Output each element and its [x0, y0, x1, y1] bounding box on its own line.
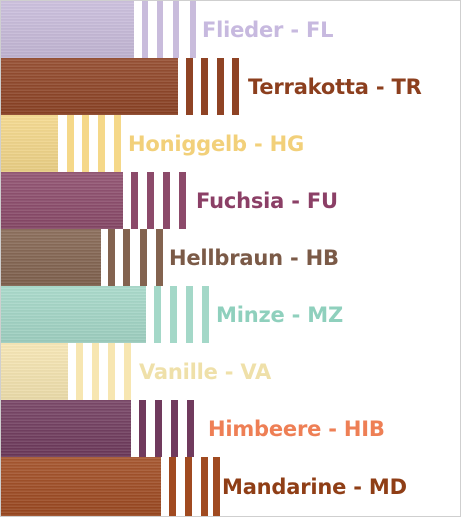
swatch-row-fuchsia: Fuchsia - FU: [1, 172, 460, 229]
swatch-label: Fuchsia - FU: [196, 188, 338, 213]
swatch-stripe: [108, 343, 115, 400]
swatch-stripe: [186, 286, 193, 343]
swatch-label: Hellbraun - HB: [169, 245, 339, 270]
swatch-label: Minze - MZ: [216, 302, 343, 327]
swatch-label: Himbeere - HIB: [208, 416, 385, 441]
swatch-label: Vanille - VA: [139, 359, 272, 384]
swatch-row-terrakotta: Terrakotta - TR: [1, 58, 460, 115]
swatch-row-vanille: Vanille - VA: [1, 343, 460, 400]
swatch-block: [1, 229, 101, 286]
swatch-stripe: [157, 1, 163, 58]
swatch-stripe: [170, 286, 177, 343]
swatch-stripe: [98, 115, 105, 172]
swatch-stripe: [213, 457, 220, 516]
swatch-stripe: [185, 457, 192, 516]
swatch-block: [1, 286, 146, 343]
swatch-label: Terrakotta - TR: [248, 74, 422, 99]
swatch-block: [1, 1, 134, 58]
swatch-stripe: [124, 343, 131, 400]
swatch-stripe: [123, 229, 130, 286]
swatch-block: [1, 115, 58, 172]
swatch-stripe: [67, 115, 74, 172]
swatch-stripe: [139, 400, 146, 457]
swatch-stripe: [201, 58, 208, 115]
swatch-stripe: [147, 172, 154, 229]
swatch-stripe: [92, 343, 99, 400]
swatch-stripe: [179, 172, 186, 229]
swatch-label: Honiggelb - HG: [128, 131, 305, 156]
swatch-row-minze: Minze - MZ: [1, 286, 460, 343]
swatch-block: [1, 343, 68, 400]
swatch-stripe: [131, 172, 138, 229]
swatch-row-honiggelb: Honiggelb - HG: [1, 115, 460, 172]
swatch-stripe: [140, 229, 147, 286]
swatch-block: [1, 400, 131, 457]
swatch-row-mandarine: Mandarine - MD: [1, 457, 460, 516]
swatch-block: [1, 58, 178, 115]
swatch-stripe: [217, 58, 224, 115]
swatch-stripe: [154, 286, 161, 343]
swatch-stripe: [76, 343, 83, 400]
swatch-stripe: [82, 115, 89, 172]
swatch-stripe: [186, 58, 193, 115]
swatch-stripe: [171, 400, 178, 457]
swatch-stripe: [155, 400, 162, 457]
swatch-label: Flieder - FL: [202, 17, 334, 42]
swatch-stripe: [108, 229, 115, 286]
swatch-row-himbeere: Himbeere - HIB: [1, 400, 460, 457]
swatch-stripe: [169, 457, 176, 516]
swatch-block: [1, 172, 123, 229]
swatch-stripe: [202, 286, 209, 343]
swatch-stripe: [190, 1, 196, 58]
swatch-stripe: [232, 58, 239, 115]
swatch-stripe: [173, 1, 179, 58]
swatch-stripe: [114, 115, 121, 172]
swatch-stripe: [201, 457, 208, 516]
swatch-row-flieder: Flieder - FL: [1, 1, 460, 58]
swatch-stripe: [163, 172, 170, 229]
swatch-label: Mandarine - MD: [222, 474, 407, 499]
swatch-stripe: [187, 400, 194, 457]
swatch-block: [1, 457, 161, 516]
swatch-row-hellbraun: Hellbraun - HB: [1, 229, 460, 286]
swatch-stripe: [142, 1, 148, 58]
swatch-stripe: [156, 229, 163, 286]
